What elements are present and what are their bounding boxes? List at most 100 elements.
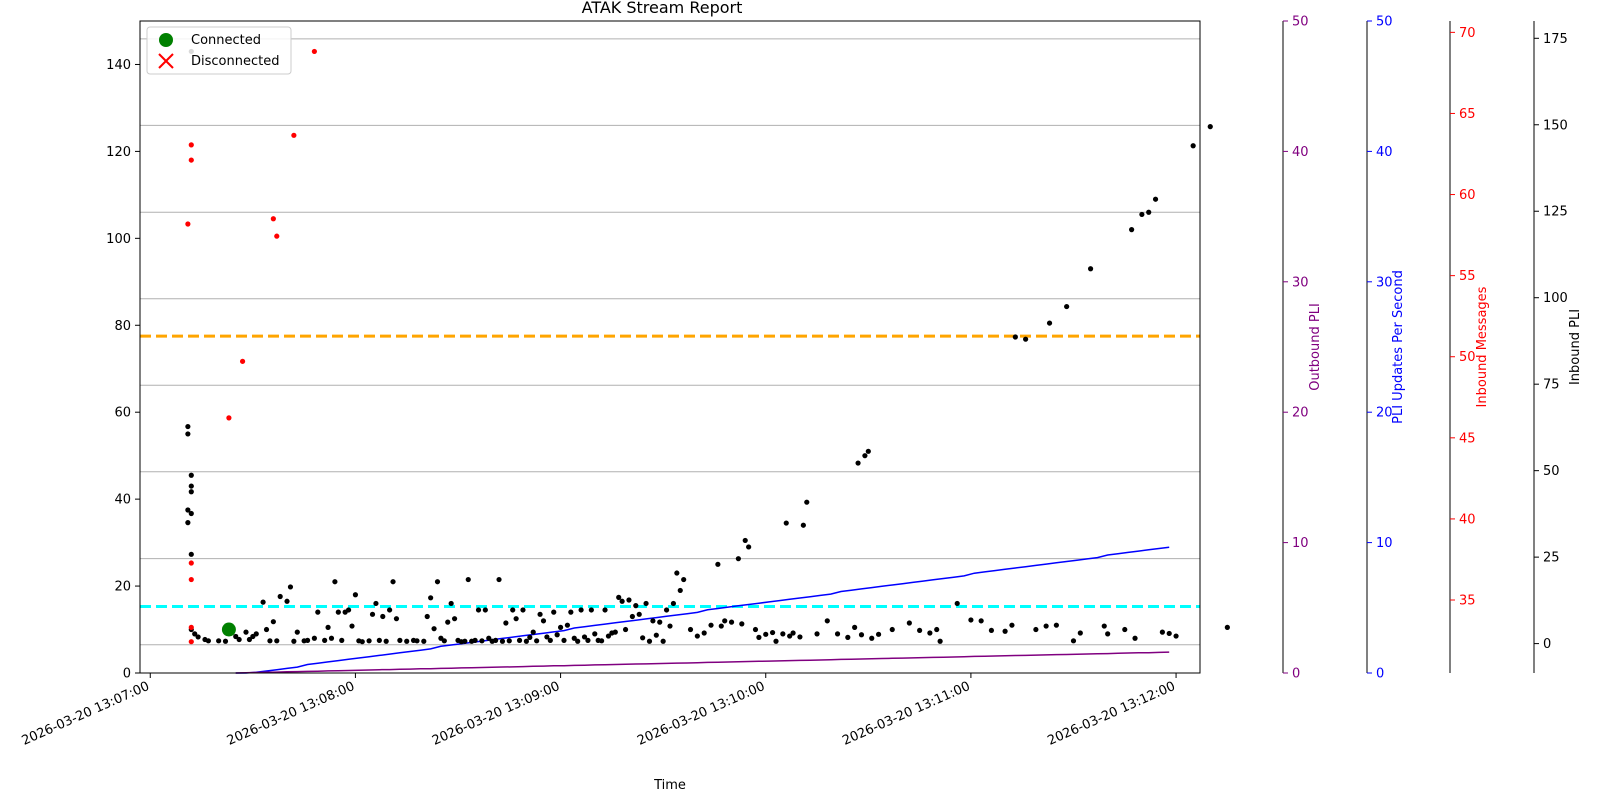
inbound-pli-point	[1129, 227, 1135, 233]
inbound-pli-point	[205, 638, 211, 644]
inbound-pli-point	[315, 609, 321, 615]
inbound-pli-point	[1087, 266, 1094, 272]
y-axis: 0 20 40 60 80 100 120 140	[106, 58, 140, 682]
inbound-pli-point	[345, 607, 352, 613]
inbound-pli-point	[746, 544, 752, 550]
inbound-pli-point	[451, 616, 458, 622]
inbound-pli-point	[978, 618, 984, 624]
y-tick-label: 140	[106, 58, 131, 73]
inbound-pli-point	[530, 629, 536, 635]
inbound-pli-point	[431, 626, 437, 632]
event-markers	[221, 622, 236, 637]
inbound-pli-point	[650, 618, 656, 624]
inbound-pli-point	[547, 637, 553, 644]
inbound-pli-point	[424, 613, 430, 620]
right-axis-tick-label: 30	[1292, 275, 1309, 290]
inbound-pli-point	[602, 607, 608, 613]
inbound-pli-point	[1224, 624, 1230, 630]
inbound-pli-point	[1009, 622, 1015, 628]
inbound-pli-point	[578, 607, 584, 613]
inbound-pli-point	[373, 600, 379, 607]
inbound-pli-point	[865, 448, 871, 454]
inbound-pli-point	[311, 635, 317, 641]
inbound-pli-point	[564, 622, 571, 628]
inbound-pli-point	[875, 631, 882, 637]
right-axis-tick-label: 0	[1543, 637, 1551, 652]
inbound-pli-point	[493, 637, 499, 644]
inbound-pli-point	[588, 607, 594, 613]
inbound-pli-point	[482, 607, 488, 613]
inbound-pli-point	[1043, 623, 1049, 629]
inbound-pli-point	[575, 638, 581, 644]
inbound-pli-point	[274, 638, 280, 644]
inbound-pli-point	[322, 637, 328, 644]
legend-connected-label: Connected	[191, 33, 261, 48]
inbound-pli-point	[1101, 623, 1107, 629]
inbound-pli-point	[479, 638, 485, 644]
inbound-pli-point	[622, 626, 629, 633]
inbound-pli-point	[1033, 626, 1039, 633]
inbound-pli-point	[441, 638, 447, 644]
right-axis-tick-label: 35	[1459, 594, 1476, 609]
inbound-pli-point	[824, 618, 830, 624]
inbound-message-point	[188, 560, 194, 566]
inbound-pli-point	[783, 520, 789, 526]
inbound-pli-point	[681, 576, 687, 583]
inbound-pli-point	[243, 629, 249, 635]
legend-disconnected-marker	[158, 53, 174, 69]
inbound-pli-point	[185, 520, 191, 526]
inbound-pli-point	[499, 638, 506, 644]
inbound-pli-point	[1023, 336, 1029, 342]
inbound-pli-point	[188, 510, 194, 517]
legend-disconnected-label: Disconnected	[191, 54, 279, 69]
inbound-pli-point	[752, 626, 759, 633]
right-axis-tick-label: 20	[1292, 406, 1309, 421]
right-axis-tick-label: 50	[1459, 350, 1476, 365]
x-tick-label: 2026-03-20 13:10:00	[635, 679, 767, 749]
inbound-pli-point	[414, 638, 420, 644]
inbound-pli-point	[475, 607, 482, 613]
inbound-pli-point	[715, 561, 721, 567]
inbound-pli-point	[380, 613, 386, 620]
inbound-pli-point	[1105, 631, 1111, 637]
inbound-pli-point	[677, 587, 683, 594]
inbound-pli-point	[889, 626, 895, 633]
inbound-pli-point	[369, 611, 376, 617]
inbound-pli-point	[626, 597, 632, 603]
inbound-pli-point	[263, 626, 270, 633]
inbound-pli-point	[1002, 628, 1008, 634]
inbound-pli-point	[927, 630, 933, 636]
inbound-pli-point	[917, 627, 923, 634]
right-axis-tick-label: 100	[1543, 291, 1568, 306]
inbound-pli-point	[185, 423, 191, 430]
legend: Connected Disconnected	[146, 26, 292, 75]
scatter-points	[185, 48, 1230, 645]
inbound-pli-point	[233, 633, 239, 640]
inbound-pli-point	[366, 638, 372, 644]
inbound-pli-point	[534, 638, 540, 644]
right-axis-tick-label: 10	[1376, 536, 1393, 551]
inbound-pli-point	[763, 631, 769, 637]
inbound-pli-point	[185, 507, 191, 513]
right-axis-tick-label: 25	[1543, 551, 1560, 566]
inbound-pli-point	[513, 616, 519, 622]
inbound-pli-point	[551, 609, 557, 615]
x-tick-label: 2026-03-20 13:11:00	[840, 679, 972, 749]
inbound-message-point	[270, 216, 276, 222]
inbound-pli-point	[852, 624, 858, 630]
inbound-pli-point	[325, 624, 331, 630]
inbound-pli-point	[773, 638, 779, 644]
inbound-pli-point	[797, 634, 803, 640]
inbound-pli-point	[506, 638, 512, 644]
legend-box	[146, 26, 292, 75]
inbound-pli-point	[516, 637, 523, 644]
inbound-pli-point	[934, 626, 940, 633]
inbound-pli-point	[1064, 303, 1070, 310]
inbound-pli-point	[1122, 626, 1128, 633]
inbound-pli-point	[335, 609, 341, 615]
y-tick-label: 20	[114, 580, 131, 595]
inbound-message-point	[188, 639, 194, 645]
inbound-pli-point	[735, 556, 741, 562]
series-lines	[235, 546, 1170, 674]
inbound-message-point	[185, 221, 191, 227]
